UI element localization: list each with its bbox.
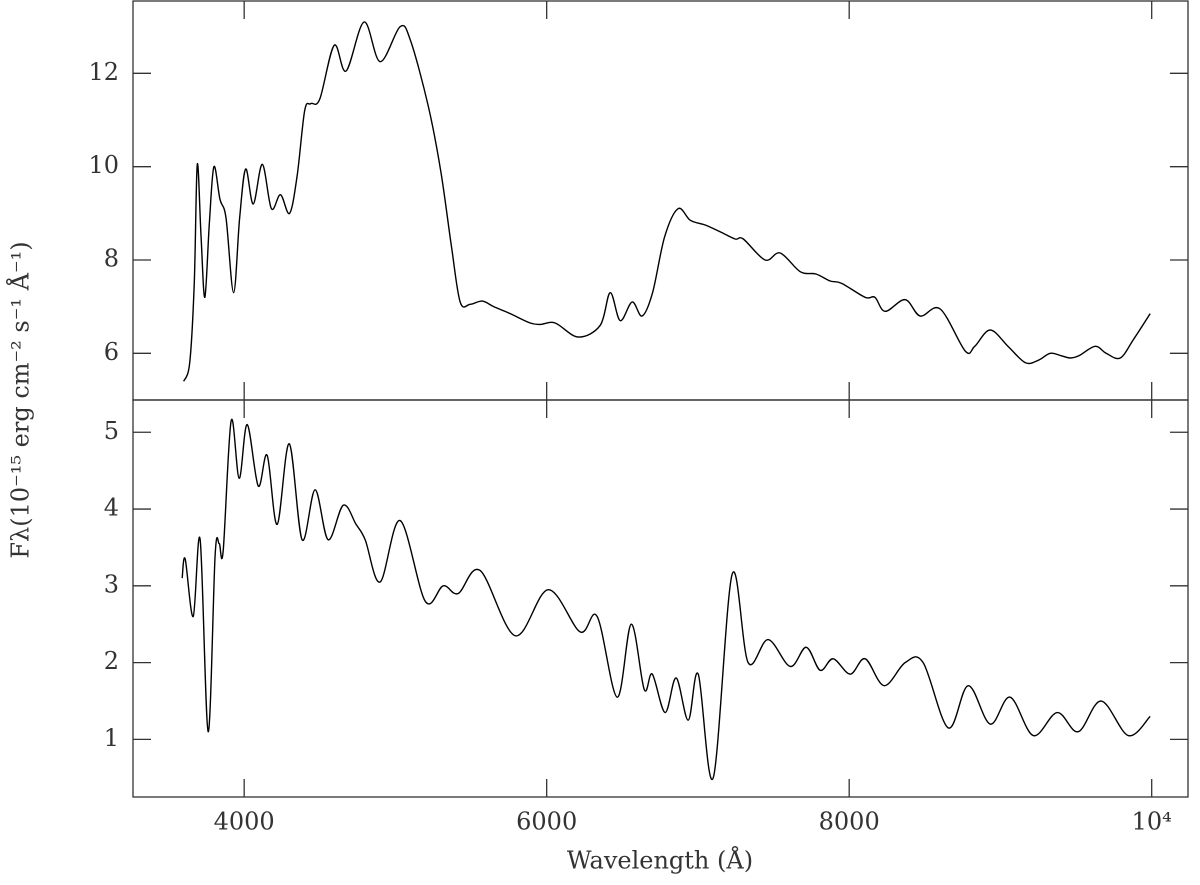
- y-tick-label: 5: [104, 417, 119, 445]
- y-tick-label: 8: [104, 245, 119, 273]
- y-tick-label: 3: [104, 570, 119, 598]
- x-tick-label: 4000: [214, 808, 275, 836]
- y-tick-label: 6: [104, 338, 119, 366]
- x-tick-label: 8000: [819, 808, 880, 836]
- x-axis-label: Wavelength (Å): [567, 846, 753, 875]
- y-tick-label: 2: [104, 647, 119, 675]
- spectrum-line: [183, 21, 1151, 382]
- y-tick-label: 1: [104, 724, 119, 752]
- y-axis-label: Fλ(10⁻¹⁵ erg cm⁻² s⁻¹ Å⁻¹): [6, 241, 35, 558]
- x-tick-label: 10⁴: [1132, 808, 1172, 836]
- panel-frame: [132, 0, 1189, 401]
- panel-frame: [132, 399, 1189, 798]
- y-tick-label: 4: [104, 494, 119, 522]
- x-tick-label: 6000: [516, 808, 577, 836]
- y-tick-label: 10: [88, 151, 119, 179]
- y-tick-label: 12: [88, 58, 119, 86]
- spectrum-line: [181, 418, 1151, 781]
